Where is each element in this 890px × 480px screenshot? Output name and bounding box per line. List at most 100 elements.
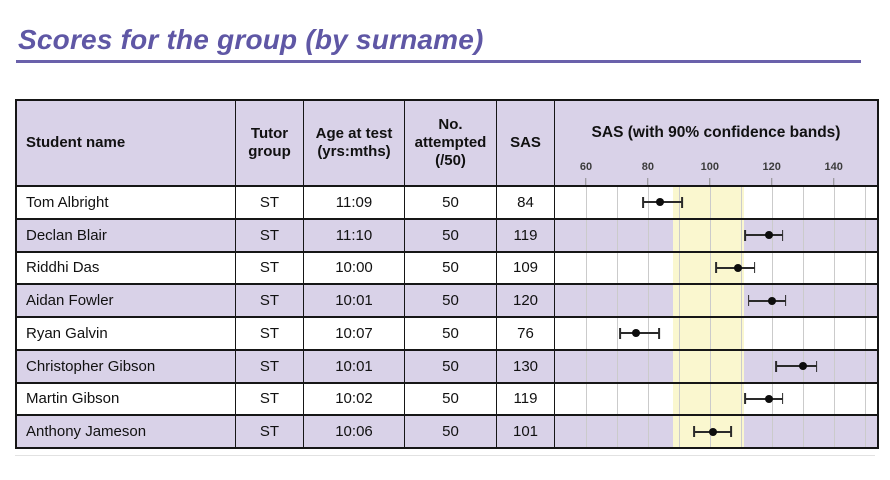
header-student-name: Student name [17,101,236,185]
cell-student-name: Declan Blair [17,219,236,251]
gridline [616,187,618,218]
cell-sas-band-plot [555,252,877,284]
cell-student-name: Christopher Gibson [17,350,236,382]
table-row: Christopher Gibson ST 10:01 50 130 [17,350,877,384]
cell-student-name: Anthony Jameson [17,416,236,447]
axis-tick-mark [585,178,587,185]
gridline [647,383,649,415]
average-band [672,187,744,218]
cell-sas-band-plot [555,187,877,218]
cell-age-at-test: 10:00 [304,252,405,284]
gridline [585,318,587,349]
gridline [678,416,680,447]
cell-no-attempted: 50 [405,252,497,284]
cell-student-name: Aidan Fowler [17,285,236,316]
table-row: Martin Gibson ST 10:02 50 119 [17,383,877,417]
table-row: Anthony Jameson ST 10:06 50 101 [17,416,877,447]
gridline [585,252,587,284]
cell-age-at-test: 10:07 [304,318,405,349]
table-header-row: Student name Tutor group Age at test (yr… [17,101,877,187]
scores-table: Student name Tutor group Age at test (yr… [15,99,879,449]
gridline [585,219,587,251]
sas-score-dot [764,231,773,240]
cell-sas: 119 [497,383,555,415]
average-band [672,219,744,251]
cell-tutor-group: ST [236,350,304,382]
cell-no-attempted: 50 [405,219,497,251]
gridline [771,252,773,284]
sas-score-dot [708,427,717,436]
gridline [864,252,866,284]
gridline [647,219,649,251]
gridline [833,383,835,415]
cell-sas-band-plot [555,219,877,251]
gridline [616,383,618,415]
gridline [616,252,618,284]
gridline [647,285,649,316]
gridline [585,383,587,415]
cell-sas: 130 [497,350,555,382]
cell-student-name: Martin Gibson [17,383,236,415]
table-row: Aidan Fowler ST 10:01 50 120 [17,285,877,318]
gridline [709,383,711,415]
table-row: Declan Blair ST 11:10 50 119 [17,219,877,253]
gridline [740,187,742,218]
gridline [709,318,711,349]
ci-upper-cap [784,295,787,307]
gridline [709,219,711,251]
ci-upper-cap [815,360,818,372]
cell-tutor-group: ST [236,219,304,251]
ci-upper-cap [657,327,660,339]
ci-upper-cap [781,393,784,405]
cell-sas-band-plot [555,383,877,415]
gridline [616,416,618,447]
cell-tutor-group: ST [236,416,304,447]
gridline [616,285,618,316]
confidence-interval-line [745,397,783,400]
cell-no-attempted: 50 [405,416,497,447]
gridline [833,318,835,349]
cell-tutor-group: ST [236,383,304,415]
average-band [672,285,744,316]
axis-tick-mark [832,178,835,185]
title-underline [16,60,861,63]
sas-bands-title: SAS (with 90% confidence bands) [591,124,841,141]
cell-no-attempted: 50 [405,383,497,415]
sas-score-dot [733,263,742,272]
cell-tutor-group: ST [236,187,304,218]
gridline [771,350,773,382]
gridline [678,350,680,382]
gridline [678,383,680,415]
gridline [678,252,680,284]
gridline [709,187,711,218]
table-bottom-shadow [15,455,875,456]
table-row: Riddhi Das ST 10:00 50 109 [17,252,877,286]
cell-sas-band-plot [555,318,877,349]
sas-score-dot [764,394,773,403]
cell-tutor-group: ST [236,285,304,316]
cell-sas: 84 [497,187,555,218]
gridline [585,187,587,218]
ci-upper-cap [781,229,784,241]
cell-age-at-test: 10:02 [304,383,405,415]
cell-sas-band-plot [555,285,877,316]
cell-tutor-group: ST [236,252,304,284]
gridline [678,318,680,349]
header-no-attempted: No. attempted (/50) [405,101,497,185]
gridline [709,252,711,284]
header-sas-bands: SAS (with 90% confidence bands) 60 80 100 1… [555,101,877,185]
ci-lower-cap [775,360,778,372]
gridline [864,416,866,447]
cell-sas-band-plot [555,350,877,382]
axis-tick-mark [709,178,711,185]
gridline [802,285,804,316]
cell-tutor-group: ST [236,318,304,349]
cell-sas: 109 [497,252,555,284]
ci-lower-cap [744,393,747,405]
gridline [833,252,835,284]
axis-tick-label: 80 [641,161,654,174]
cell-sas: 120 [497,285,555,316]
gridline [616,350,618,382]
confidence-interval-line [745,234,783,237]
gridline [864,187,866,218]
